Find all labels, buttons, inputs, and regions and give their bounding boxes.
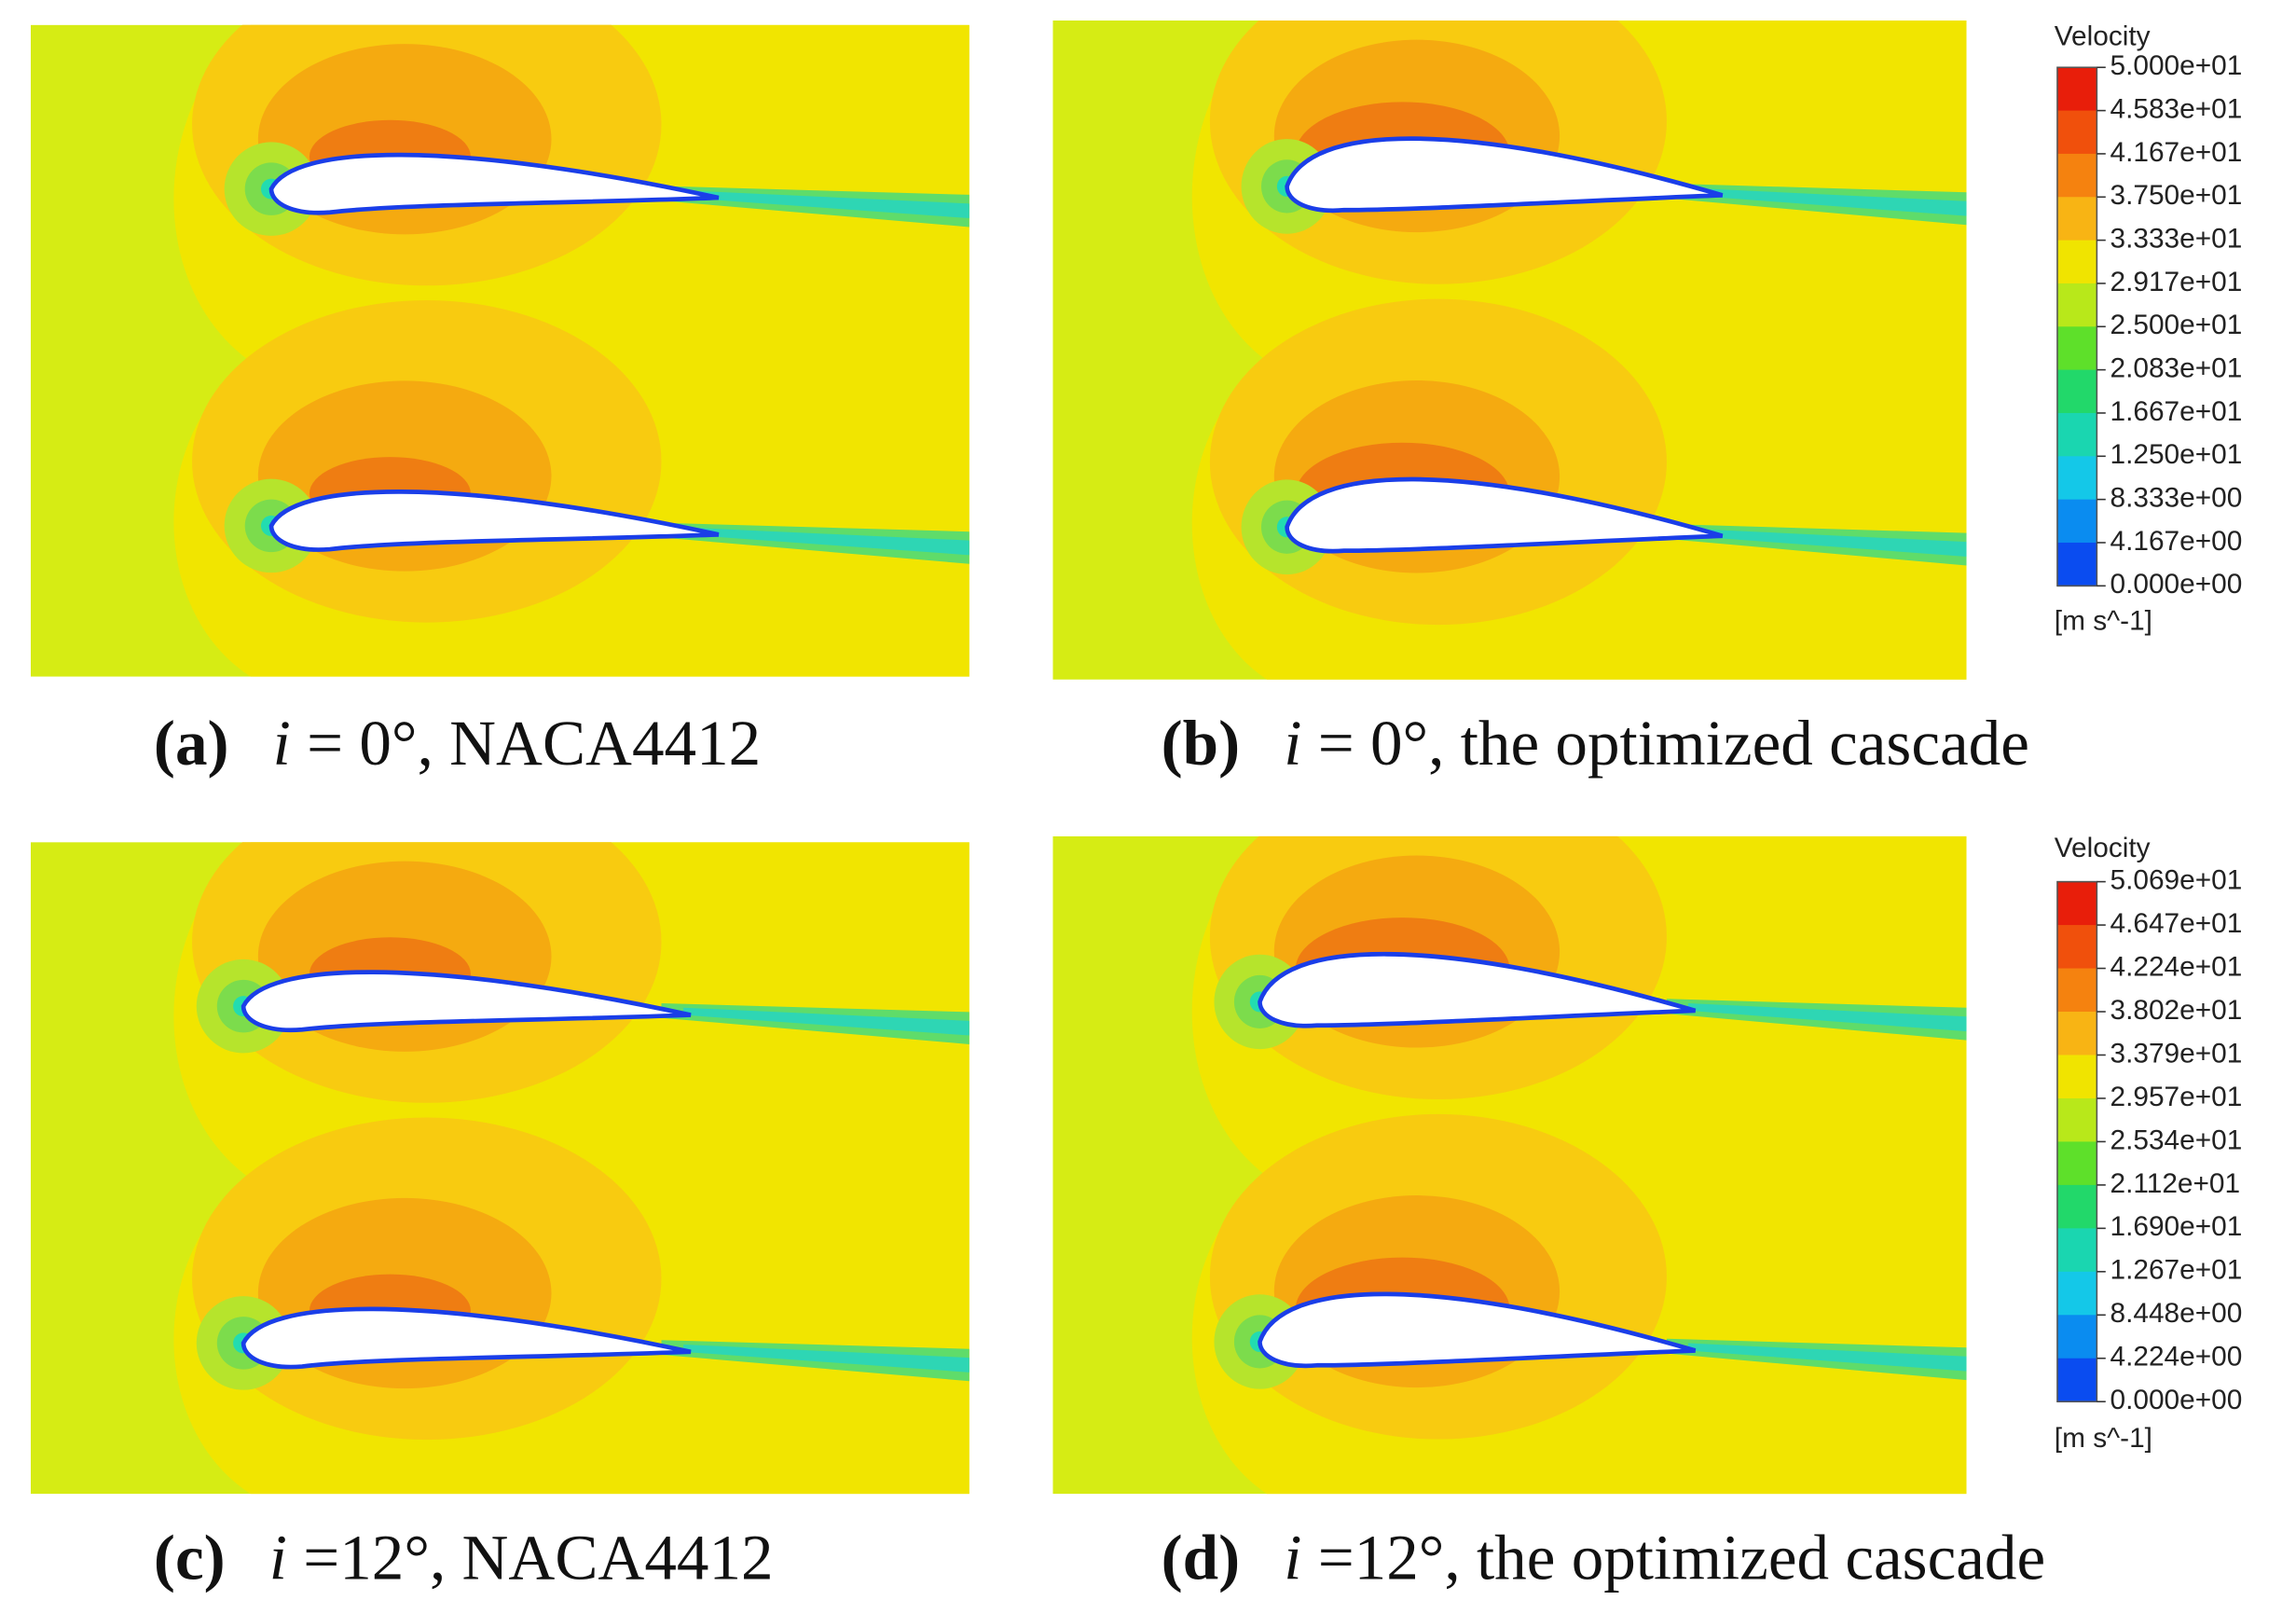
wake <box>1687 528 1967 558</box>
colorbar-tick-label: 0.000e+00 <box>2110 1385 2243 1415</box>
incidence-symbol: i <box>269 1521 287 1593</box>
incidence-value: = 0° <box>291 707 418 779</box>
colorbar-title: Velocity <box>2055 833 2151 863</box>
contour-plot <box>1052 835 1967 1495</box>
colorbar-tick-label: 2.500e+01 <box>2110 310 2243 340</box>
colorbar-band <box>2056 1315 2097 1359</box>
colorbar-tick-label: 2.917e+01 <box>2110 267 2243 297</box>
colorbar-band <box>2056 369 2097 414</box>
colorbar-tick-label: 1.250e+01 <box>2110 439 2243 470</box>
wake <box>683 1344 969 1373</box>
colorbar-tick-label: 4.647e+01 <box>2110 908 2243 939</box>
colorbar-band <box>2056 1097 2097 1143</box>
colorbar-band <box>2056 412 2097 458</box>
panel-label: (c) <box>154 1521 226 1593</box>
colorbar-band <box>2056 1184 2097 1230</box>
colorbar-tick-label: 3.379e+01 <box>2110 1038 2243 1069</box>
panel-description: , NACA4412 <box>430 1521 774 1593</box>
incidence-value: =12° <box>287 1521 430 1593</box>
colorbar-band <box>2056 968 2097 1013</box>
panel-caption: (c) i =12°, NACA4412 <box>154 1521 774 1593</box>
airfoil <box>241 1306 692 1370</box>
wake <box>1687 1343 1967 1372</box>
colorbar-band <box>2056 197 2097 241</box>
colorbar-tick-label: 4.167e+00 <box>2110 526 2243 557</box>
colorbar-band <box>2056 1055 2097 1099</box>
colorbar-band <box>2056 499 2097 544</box>
colorbar-band <box>2056 456 2097 501</box>
airfoil <box>268 152 720 215</box>
colorbar-tick-label: 1.267e+01 <box>2110 1255 2243 1286</box>
colorbar-tick-label: 3.333e+01 <box>2110 223 2243 254</box>
airfoil <box>1285 476 1724 554</box>
contour-plot <box>30 24 969 677</box>
colorbar-tick-label: 1.667e+01 <box>2110 396 2243 427</box>
colorbar-tick-label: 2.534e+01 <box>2110 1124 2243 1155</box>
colorbar-band <box>2056 1358 2097 1403</box>
colorbar-band <box>2056 881 2097 926</box>
colorbar-unit: [m s^-1] <box>2055 605 2152 636</box>
colorbar-band <box>2056 153 2097 199</box>
airfoil <box>1285 136 1724 214</box>
contour-plot <box>1052 20 1967 680</box>
colorbar-band <box>2056 1141 2097 1186</box>
wake <box>1687 1003 1967 1032</box>
panel-caption: (d) i =12°, the optimized cascade <box>1162 1521 2046 1593</box>
panel-label: (b) <box>1162 707 1240 779</box>
panel-caption: (b) i = 0°, the optimized cascade <box>1162 707 2029 779</box>
colorbar-band <box>2056 67 2097 112</box>
colorbar-band <box>2056 1271 2097 1317</box>
colorbar-band <box>2056 240 2097 284</box>
colorbar-tick-label: 3.750e+01 <box>2110 180 2243 211</box>
incidence-symbol: i <box>1284 1521 1301 1593</box>
incidence-symbol: i <box>273 707 291 779</box>
panel-caption: (a) i = 0°, NACA4412 <box>154 707 761 779</box>
wake <box>683 1007 969 1036</box>
colorbar-tick-label: 8.333e+00 <box>2110 483 2243 514</box>
colorbar-tick-label: 4.224e+01 <box>2110 951 2243 982</box>
colorbar-tick-label: 2.083e+01 <box>2110 352 2243 383</box>
colorbar-band <box>2056 542 2097 587</box>
wake <box>1687 187 1967 216</box>
airfoil <box>268 490 720 552</box>
airfoil <box>241 970 692 1033</box>
panel-description: , NACA4412 <box>418 707 762 779</box>
colorbar-band <box>2056 110 2097 155</box>
colorbar-band <box>2056 326 2097 371</box>
colorbar-tick-label: 4.167e+01 <box>2110 137 2243 168</box>
colorbar-tick-label: 3.802e+01 <box>2110 995 2243 1026</box>
colorbar-band <box>2056 1228 2097 1273</box>
wake <box>683 190 969 219</box>
incidence-symbol: i <box>1284 707 1301 779</box>
wake <box>683 527 969 556</box>
airfoil <box>1258 951 1697 1028</box>
contour-plot <box>30 842 969 1495</box>
incidence-value: =12° <box>1301 1521 1444 1593</box>
panel-description: , the optimized cascade <box>1428 707 2029 779</box>
colorbar-tick-label: 4.583e+01 <box>2110 93 2243 124</box>
colorbar-unit: [m s^-1] <box>2055 1423 2152 1454</box>
panel-label: (d) <box>1162 1521 1240 1593</box>
colorbar-tick-label: 8.448e+00 <box>2110 1298 2243 1329</box>
colorbar-title: Velocity <box>2055 21 2151 52</box>
panel-description: , the optimized cascade <box>1444 1521 2045 1593</box>
colorbar-tick-label: 5.000e+01 <box>2110 50 2243 81</box>
colorbar-tick-label: 0.000e+00 <box>2110 569 2243 600</box>
panel-label: (a) <box>154 707 229 779</box>
colorbar-tick-label: 2.957e+01 <box>2110 1082 2243 1112</box>
colorbar-tick-label: 1.690e+01 <box>2110 1211 2243 1242</box>
colorbar-band <box>2056 925 2097 970</box>
colorbar-tick-label: 4.224e+00 <box>2110 1342 2243 1373</box>
colorbar-band <box>2056 1012 2097 1056</box>
colorbar-band <box>2056 283 2097 328</box>
incidence-value: = 0° <box>1301 707 1428 779</box>
airfoil <box>1258 1291 1697 1369</box>
colorbar-tick-label: 5.069e+01 <box>2110 864 2243 895</box>
colorbar-tick-label: 2.112e+01 <box>2110 1168 2241 1199</box>
